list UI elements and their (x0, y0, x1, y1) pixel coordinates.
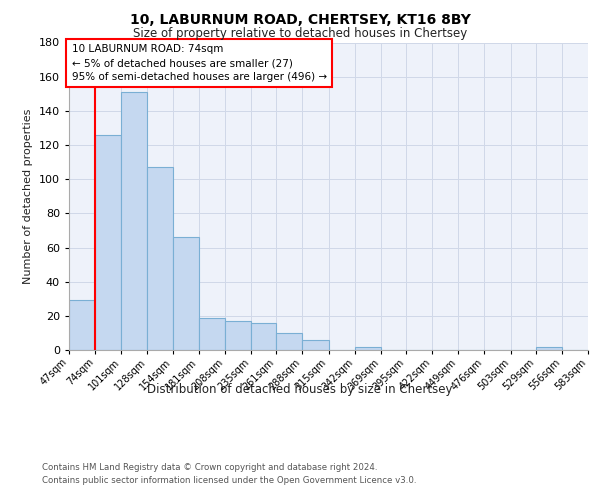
Text: Distribution of detached houses by size in Chertsey: Distribution of detached houses by size … (147, 382, 453, 396)
Bar (199, 318, 225, 350)
Bar (225, 321, 251, 350)
Text: Contains public sector information licensed under the Open Government Licence v3: Contains public sector information licen… (42, 476, 416, 485)
Text: Contains HM Land Registry data © Crown copyright and database right 2024.: Contains HM Land Registry data © Crown c… (42, 462, 377, 471)
Text: 10 LABURNUM ROAD: 74sqm
← 5% of detached houses are smaller (27)
95% of semi-det: 10 LABURNUM ROAD: 74sqm ← 5% of detached… (71, 44, 327, 82)
Text: Size of property relative to detached houses in Chertsey: Size of property relative to detached ho… (133, 28, 467, 40)
Bar (302, 340, 329, 350)
Bar (355, 346, 381, 350)
Bar (148, 167, 173, 350)
Bar (251, 322, 276, 350)
Bar (69, 300, 95, 350)
Bar (121, 92, 148, 350)
Bar (95, 134, 121, 350)
Text: 10, LABURNUM ROAD, CHERTSEY, KT16 8BY: 10, LABURNUM ROAD, CHERTSEY, KT16 8BY (130, 12, 470, 26)
Bar (276, 333, 302, 350)
Y-axis label: Number of detached properties: Number of detached properties (23, 108, 33, 284)
Bar (536, 346, 562, 350)
Bar (173, 238, 199, 350)
